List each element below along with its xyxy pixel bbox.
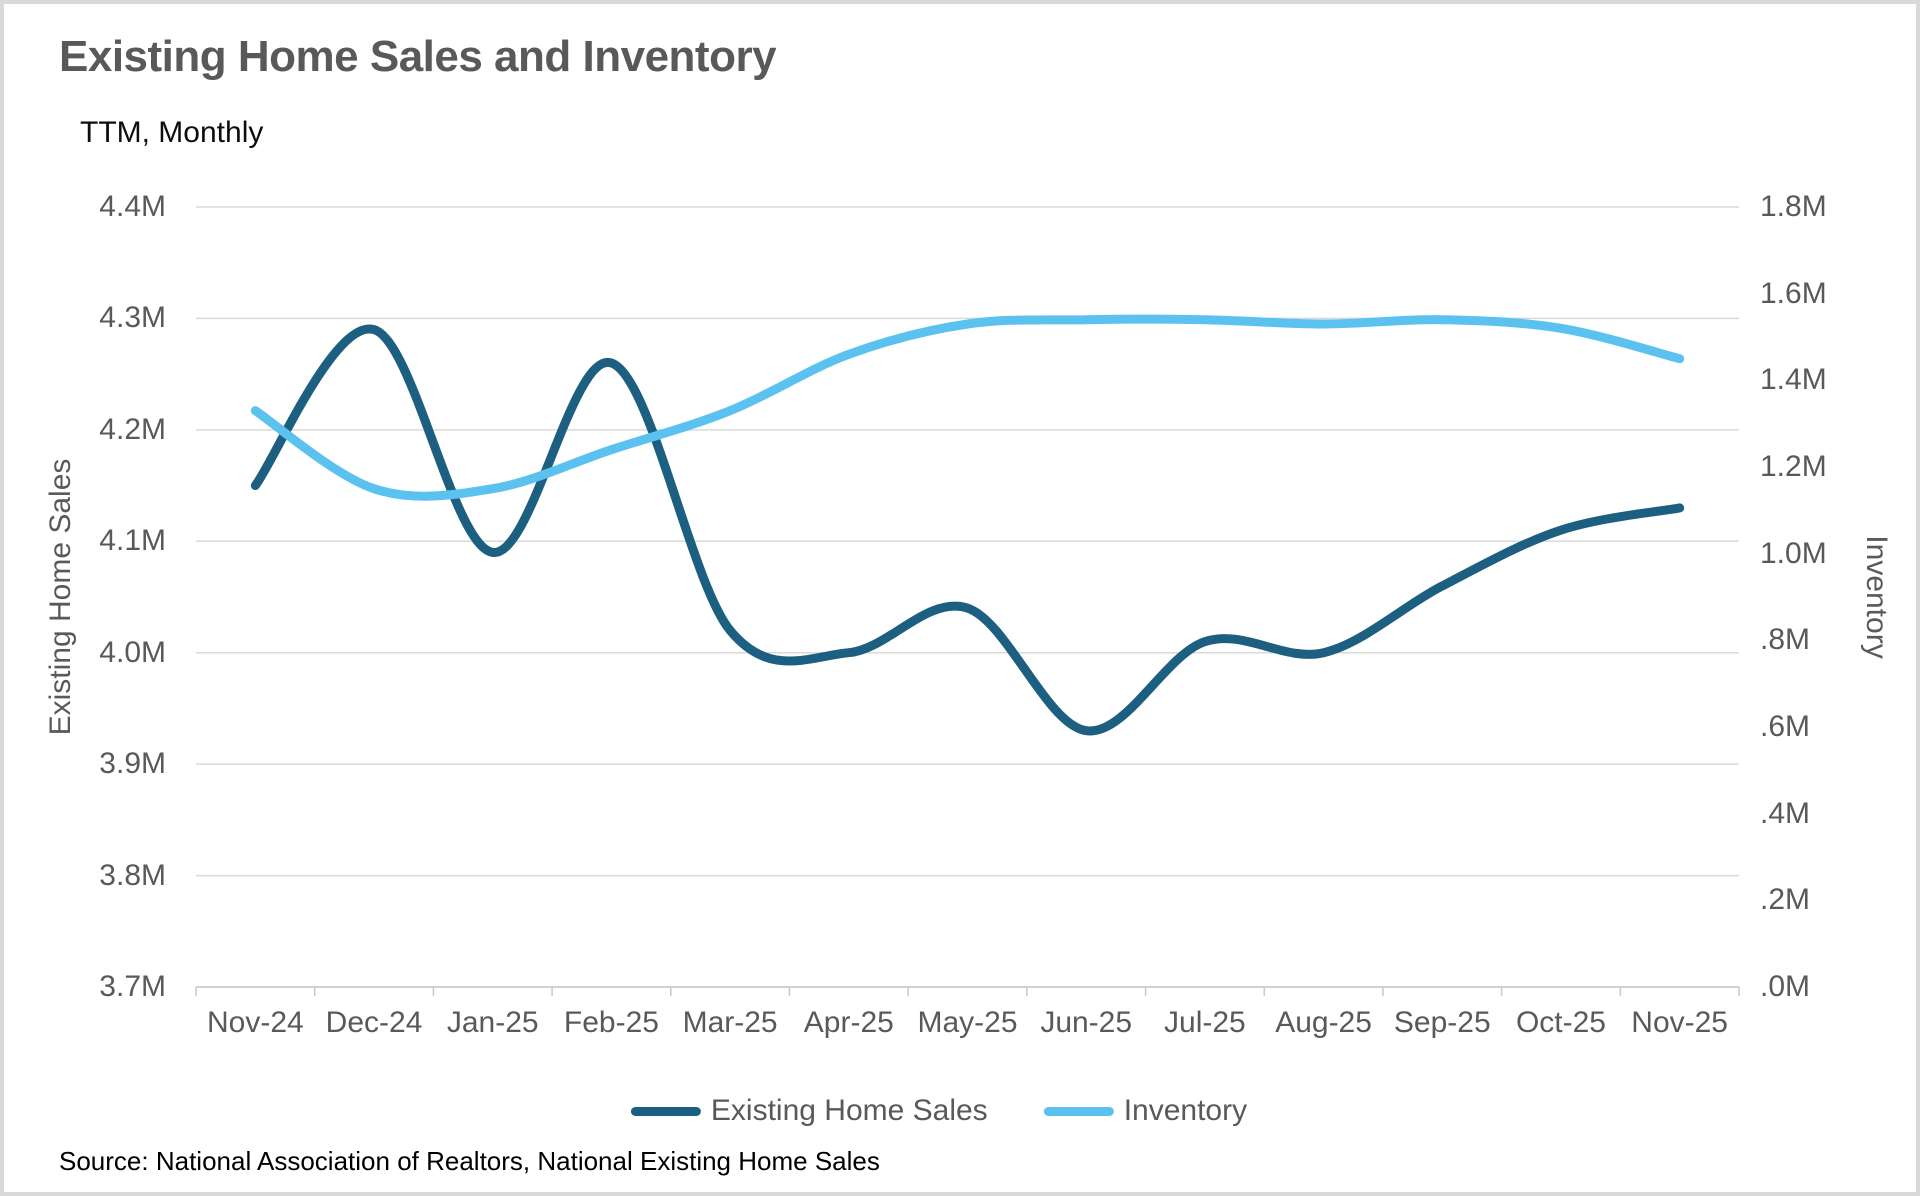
x-axis-tick-label: May-25	[917, 1006, 1018, 1039]
x-axis-tick-label: Jan-25	[446, 1006, 539, 1039]
legend: Existing Home Sales Inventory	[630, 1094, 1248, 1128]
source-note: Source: National Association of Realtors…	[59, 1146, 880, 1176]
x-axis-tick-label: Nov-25	[1631, 1006, 1728, 1039]
left-axis-tick-label: 3.8M	[99, 858, 166, 892]
right-axis-tick-label: 1.6M	[1760, 276, 1827, 310]
left-axis-tick-label: 3.9M	[99, 747, 166, 781]
legend-label: Existing Home Sales	[710, 1094, 988, 1127]
right-axis-tick-label: 1.8M	[1760, 190, 1827, 223]
x-axis-tick-label: Sep-25	[1393, 1006, 1491, 1039]
x-axis-tick-label: Apr-25	[803, 1006, 894, 1039]
right-axis-tick-label: .2M	[1760, 883, 1811, 917]
right-axis-title: Inventory	[1860, 535, 1893, 659]
right-axis-tick-label: .6M	[1760, 710, 1811, 743]
series-line-inventory	[250, 314, 1685, 501]
left-axis-tick-label: 4.3M	[99, 301, 166, 335]
legend-item-existing-home-sales: Existing Home Sales	[630, 1094, 988, 1128]
existing-home-sales-line-swatch-icon	[630, 1106, 701, 1116]
x-axis-tick-label: Nov-24	[206, 1006, 304, 1039]
left-axis-tick-label: 4.0M	[99, 635, 166, 669]
series-line-existing-home-sales	[250, 324, 1685, 736]
left-axis-tick-label: 4.4M	[99, 190, 166, 223]
x-axis-tick-label: Oct-25	[1515, 1006, 1606, 1039]
left-axis-title: Existing Home Sales	[44, 458, 77, 736]
x-axis-tick-label: Dec-24	[325, 1006, 423, 1039]
x-axis-tick-label: Jun-25	[1040, 1006, 1133, 1039]
right-axis-tick-label: 1.0M	[1760, 536, 1827, 570]
x-axis-tick-label: Jul-25	[1164, 1006, 1246, 1039]
left-axis-tick-label: 4.1M	[99, 524, 166, 558]
left-axis-tick-label: 3.7M	[99, 970, 166, 1003]
x-axis-tick-label: Aug-25	[1275, 1006, 1372, 1039]
x-axis-tick-label: Feb-25	[563, 1006, 659, 1039]
right-axis-tick-label: 1.4M	[1760, 363, 1827, 397]
left-axis-tick-label: 4.2M	[99, 412, 166, 446]
chart-subtitle: TTM, Monthly	[80, 116, 264, 149]
right-axis-tick-label: .4M	[1760, 796, 1811, 830]
right-axis-tick-label: .0M	[1760, 970, 1811, 1003]
chart-title: Existing Home Sales and Inventory	[59, 32, 777, 81]
legend-item-inventory: Inventory	[1043, 1094, 1248, 1128]
x-axis-tick-label: Mar-25	[682, 1006, 778, 1039]
right-axis-tick-label: .8M	[1760, 623, 1811, 657]
plot-area	[195, 206, 1740, 996]
legend-label: Inventory	[1123, 1094, 1248, 1127]
inventory-line-swatch-icon	[1043, 1106, 1114, 1116]
right-axis-tick-label: 1.2M	[1760, 450, 1827, 483]
